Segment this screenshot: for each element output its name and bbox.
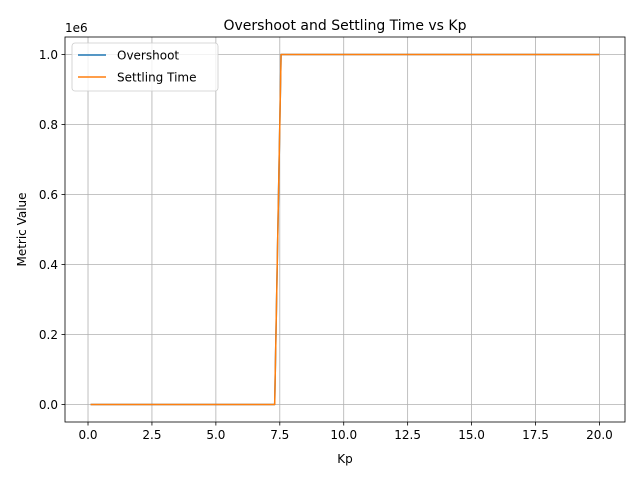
- y-axis-ticks: 0.0 0.2 0.4 0.6 0.8 1.0: [39, 48, 65, 412]
- x-tick-label: 12.5: [394, 428, 421, 442]
- x-tick-label: 20.0: [586, 428, 613, 442]
- x-tick-label: 15.0: [458, 428, 485, 442]
- x-tick-label: 5.0: [206, 428, 225, 442]
- y-tick-label: 0.6: [39, 188, 58, 202]
- series-line-settling-time: [90, 53, 600, 406]
- y-axis-label: Metric Value: [15, 192, 29, 266]
- x-axis-label: Kp: [337, 452, 353, 466]
- series-lines: [90, 53, 600, 406]
- legend-box: [71, 42, 219, 92]
- y-offset-label: 1e6: [65, 21, 88, 35]
- x-tick-label: 7.5: [270, 428, 289, 442]
- x-tick-label: 2.5: [142, 428, 161, 442]
- x-tick-label: 0.0: [78, 428, 97, 442]
- chart-title: Overshoot and Settling Time vs Kp: [224, 18, 467, 34]
- y-tick-label: 1.0: [39, 48, 58, 62]
- plot-frame: [64, 36, 626, 423]
- y-tick-label: 0.8: [39, 118, 58, 132]
- x-tick-label: 17.5: [522, 428, 549, 442]
- y-tick-label: 0.4: [39, 258, 58, 272]
- legend-label-overshoot: Overshoot: [117, 49, 179, 63]
- x-axis-ticks: 0.0 2.5 5.0 7.5 10.0 12.5 15.0 17.5 20.0: [78, 422, 613, 442]
- x-tick-label: 10.0: [330, 428, 357, 442]
- y-tick-label: 0.0: [39, 398, 58, 412]
- legend: Overshoot Settling Time: [71, 42, 219, 92]
- y-tick-label: 0.2: [39, 328, 58, 342]
- legend-label-settling-time: Settling Time: [117, 71, 196, 85]
